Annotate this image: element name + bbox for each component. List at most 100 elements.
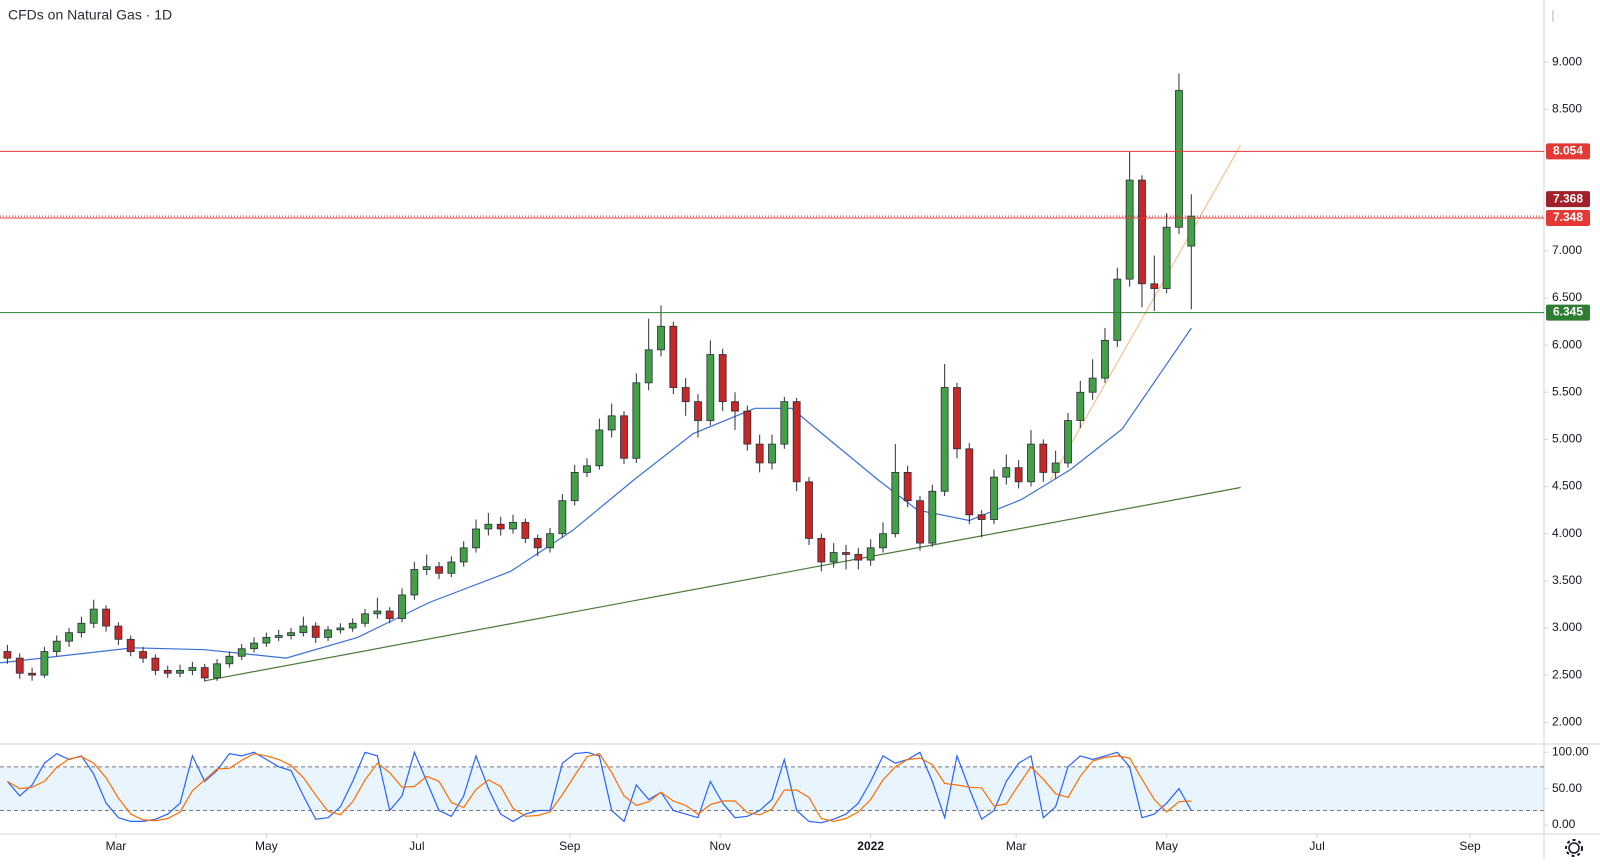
level-label: 6.345 [1553,305,1583,319]
candle-body [940,387,949,492]
candle-body [817,537,826,563]
candle-body [410,569,419,596]
candle-body [126,638,135,652]
candle-body [1039,443,1048,473]
y-tick-label: 4.500 [1552,479,1582,493]
candle-body [52,640,61,652]
stochastic-tick-label: 0.00 [1552,817,1576,831]
price-pane [0,73,1242,682]
candle-body [1125,179,1134,280]
y-tick-label: 3.000 [1552,620,1582,634]
y-tick-label: 3.500 [1552,573,1582,587]
y-tick-label: 2.000 [1552,714,1582,728]
y-tick-label: 5.000 [1552,432,1582,446]
candle-body [632,382,641,459]
candle-body [620,415,628,459]
level-label: 7.348 [1553,210,1583,224]
candle-body [447,561,456,574]
candle-body [1027,443,1035,483]
candle-body [903,471,912,502]
x-tick-label: Sep [1459,839,1481,853]
candle-body [114,625,123,640]
candle-body [324,629,332,638]
candle-body [398,594,406,619]
candle-body [40,651,49,676]
candle-body [1051,462,1060,473]
candle-body [570,471,579,502]
level-label-bg [1546,209,1590,226]
candle-body [299,625,308,634]
candle-body [262,636,271,644]
candle-body [15,657,24,674]
y-tick-label: 9.000 [1552,54,1582,68]
candle-body [706,354,715,421]
trend-line [204,486,1241,682]
candle-body [854,554,863,561]
candle-body [558,500,567,535]
candle-body [509,521,517,530]
candle-body [521,521,530,539]
candle-body [188,667,197,671]
x-tick-label: May [255,839,278,853]
candle-body [1113,278,1122,341]
candle-body [102,608,110,627]
candle-body [1014,467,1023,483]
candle-body [731,401,739,412]
x-tick-label: Mar [106,839,127,853]
candle-body [311,625,320,638]
stochastic-pane [0,750,1544,824]
candle-body [953,387,961,450]
candle-body [472,528,480,549]
gear-teeth[interactable] [1565,839,1583,857]
last-price-label-bg [1546,191,1590,208]
candle-body [89,608,98,624]
candle-body [916,500,924,544]
candle-body [879,533,887,549]
candle-body [768,443,776,464]
candle-body [669,325,678,388]
moving-average [0,327,1192,664]
candle-body [151,657,160,671]
candle-body [990,476,998,520]
candle-body [607,415,616,431]
y-tick-label: 6.500 [1552,290,1582,304]
candle-body [743,410,752,445]
level-label-bg [1546,304,1590,321]
candle-body [1138,179,1146,285]
stochastic-tick-label: 100.00 [1552,744,1589,758]
stochastic-band [0,766,1544,811]
y-tick-label: 6.000 [1552,337,1582,351]
candle-body [533,537,542,549]
candle-body [435,566,443,574]
chart-title: CFDs on Natural Gas · 1D [8,7,172,23]
candle-body [1101,339,1109,379]
candle-body [139,651,147,659]
x-tick-label: 2022 [857,839,884,853]
y-tick-label: 8.500 [1552,102,1582,116]
candle-body [163,669,172,674]
candle-body [200,667,209,679]
candle-body [1187,215,1196,247]
candle-body [1162,226,1171,289]
y-tick-label: 4.000 [1552,526,1582,540]
settings-icon[interactable] [1565,839,1583,857]
candle-body [274,635,283,638]
candle-body [65,632,73,642]
stochastic-tick-label: 50.00 [1552,781,1582,795]
candle-body [891,471,900,535]
level-label-bg [1546,143,1590,160]
candle-body [336,627,345,631]
candle-body [77,622,86,634]
candle-body [176,669,184,674]
candle-body [842,552,850,555]
gear[interactable] [1568,842,1580,854]
candle-body [1064,420,1072,464]
candle-body [3,651,12,659]
x-tick-label: May [1155,839,1178,853]
candle-body [484,523,493,530]
candle-body [213,663,221,679]
candle-body [1150,283,1159,289]
candle-body [755,443,764,464]
candle-body [829,552,838,563]
candle-body [928,490,937,544]
